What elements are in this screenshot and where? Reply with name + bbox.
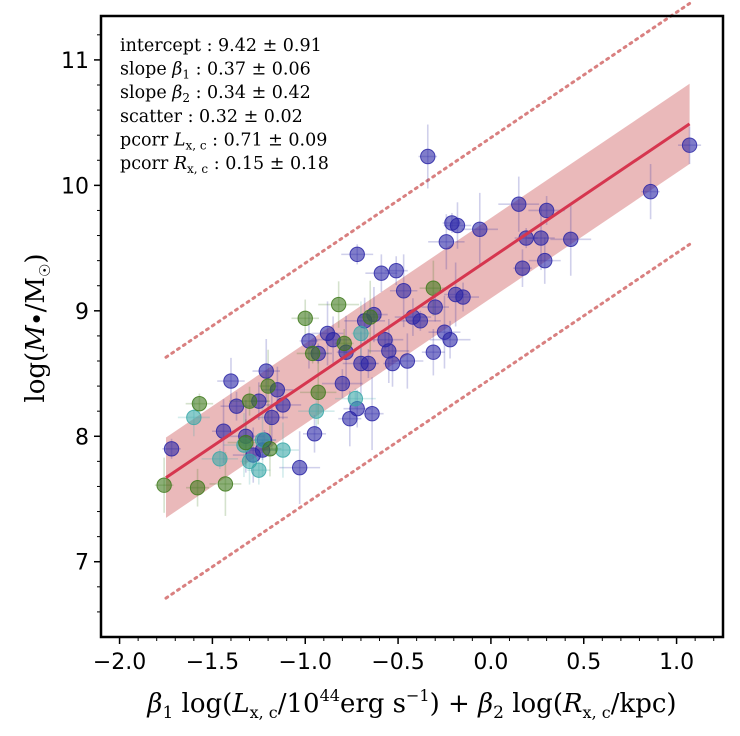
data-point <box>275 442 291 458</box>
tick-layer: −2.0 −1.5 −1.0 −0.5 0.0 0.5 1.0 7 8 9 10 11 <box>61 34 715 675</box>
data-point <box>260 378 276 394</box>
data-point <box>384 355 401 372</box>
data-point <box>258 363 274 379</box>
stats-line: pcorr Lx, c : 0.71 ± 0.09 <box>120 130 327 152</box>
y-tick-label: 7 <box>75 551 89 576</box>
y-tick-label: 9 <box>75 300 89 325</box>
data-point <box>399 353 416 369</box>
data-point <box>238 434 254 451</box>
data-point <box>310 384 326 401</box>
data-point <box>191 395 208 412</box>
data-point <box>395 283 412 299</box>
data-point <box>472 221 488 237</box>
data-point <box>388 262 404 279</box>
data-point <box>217 476 234 492</box>
data-point <box>297 310 313 327</box>
data-point <box>186 409 202 426</box>
data-point <box>163 441 180 457</box>
data-point <box>533 230 549 246</box>
data-point <box>251 462 267 478</box>
data-point <box>362 309 378 325</box>
data-point <box>308 403 325 419</box>
data-point <box>347 390 364 407</box>
data-point <box>449 217 466 234</box>
x-tick-label: 1.0 <box>659 650 694 675</box>
x-tick-label: −0.5 <box>371 650 424 675</box>
x-tick-label: 0.5 <box>566 650 601 675</box>
data-point <box>156 477 172 493</box>
data-point <box>262 441 278 457</box>
upper-scatter-line <box>164 1 692 359</box>
stats-line: pcorr Rx, c : 0.15 ± 0.18 <box>120 154 329 176</box>
y-axis-label: log(M•/M☉) <box>21 253 54 402</box>
stats-line: scatter : 0.32 ± 0.02 <box>120 107 303 127</box>
x-axis-label: β1 log(Lx, c/1044erg s−1) + β2 log(Rx, c… <box>146 686 676 723</box>
data-point <box>538 202 555 219</box>
data-point <box>304 345 321 362</box>
data-point <box>334 375 351 392</box>
x-tick-label: 0.0 <box>473 650 508 675</box>
y-tick-label: 11 <box>61 49 89 74</box>
data-point <box>438 234 455 250</box>
x-tick-label: −2.0 <box>93 650 146 675</box>
data-point <box>412 313 429 329</box>
y-tick-label: 10 <box>61 174 89 199</box>
data-point <box>442 331 458 348</box>
data-point <box>212 451 228 467</box>
data-point <box>563 231 579 248</box>
stats-box: intercept : 9.42 ± 0.91 slope β1 : 0.37 ±… <box>120 36 329 176</box>
data-point <box>537 252 553 269</box>
stats-line: intercept : 9.42 ± 0.91 <box>120 36 322 56</box>
y-tick-label: 8 <box>75 425 89 450</box>
data-point <box>455 289 471 305</box>
data-point <box>511 196 527 212</box>
data-point <box>264 409 280 426</box>
data-point <box>420 148 436 165</box>
data-point <box>189 480 206 496</box>
x-tick-label: −1.5 <box>186 650 239 675</box>
data-point <box>349 246 365 263</box>
data-point <box>373 265 390 281</box>
data-point <box>681 137 698 153</box>
data-point <box>642 183 659 200</box>
data-point-layer <box>156 122 698 496</box>
data-point <box>241 393 258 409</box>
data-point <box>514 260 531 276</box>
stats-line: slope β2 : 0.34 ± 0.42 <box>120 83 311 105</box>
best-fit-line <box>165 122 691 479</box>
data-point <box>360 355 377 372</box>
data-point <box>425 344 442 360</box>
data-point <box>330 296 347 313</box>
data-point <box>336 335 352 352</box>
data-point <box>364 405 380 422</box>
data-point <box>427 299 443 315</box>
data-point <box>228 398 245 414</box>
data-point <box>306 426 323 442</box>
plot-frame <box>99 14 725 639</box>
data-point <box>291 459 308 476</box>
x-tick-label: −1.0 <box>279 650 332 675</box>
data-point <box>353 325 369 342</box>
stats-line: slope β1 : 0.37 ± 0.06 <box>120 60 311 82</box>
lower-scatter-line <box>164 242 692 600</box>
data-point <box>223 373 239 389</box>
